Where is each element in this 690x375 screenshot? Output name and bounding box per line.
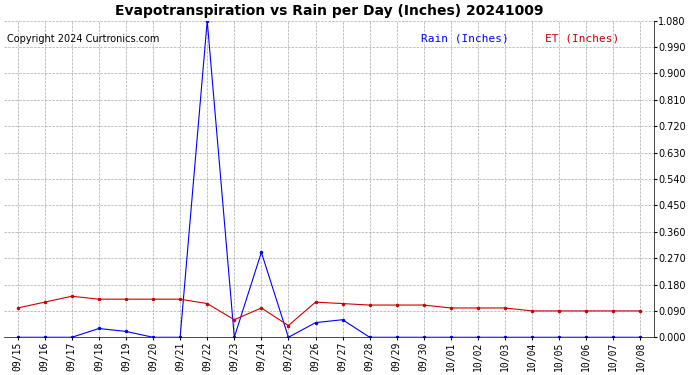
Text: ET (Inches): ET (Inches)	[545, 34, 620, 44]
Text: Rain (Inches): Rain (Inches)	[421, 34, 509, 44]
Title: Evapotranspiration vs Rain per Day (Inches) 20241009: Evapotranspiration vs Rain per Day (Inch…	[115, 4, 543, 18]
Text: Copyright 2024 Curtronics.com: Copyright 2024 Curtronics.com	[7, 34, 159, 44]
